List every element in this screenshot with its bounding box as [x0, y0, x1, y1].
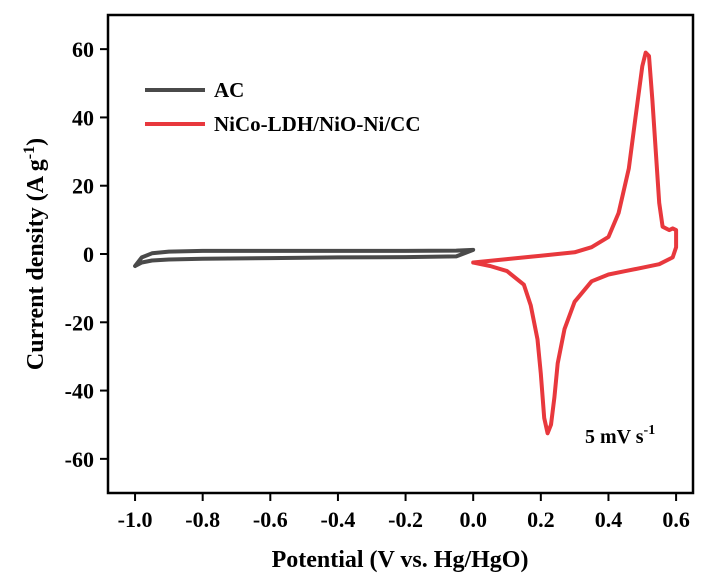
x-tick-label: -0.6	[253, 507, 288, 532]
x-axis-ticks: -1.0 -0.8 -0.6 -0.4 -0.2 0.0 0.2 0.4 0.6	[118, 493, 690, 532]
y-tick-label: -40	[65, 379, 94, 404]
y-axis-title: Current density (A g-1)	[21, 138, 49, 370]
y-tick-label: 60	[72, 37, 94, 62]
y-axis-ticks: -60 -40 -20 0 20 40 60	[65, 37, 108, 472]
legend-label-nico: NiCo-LDH/NiO-Ni/CC	[214, 112, 421, 136]
legend-label-ac: AC	[214, 78, 244, 102]
x-tick-label: 0.6	[662, 507, 690, 532]
scan-rate-exponent: -1	[644, 423, 656, 438]
y-tick-label: -20	[65, 310, 94, 335]
legend: AC NiCo-LDH/NiO-Ni/CC	[145, 78, 421, 136]
scan-rate-annotation: 5 mV s-1	[585, 423, 655, 448]
y-axis-title-exponent: -1	[21, 146, 38, 159]
cv-curves	[133, 50, 679, 436]
y-tick-label: -60	[65, 447, 94, 472]
y-axis-title-end: )	[23, 138, 49, 146]
y-axis-title-main: Current density (A g	[23, 159, 49, 370]
y-tick-label: 20	[72, 174, 94, 199]
series-line-1	[471, 50, 679, 436]
series-line-0	[133, 247, 476, 268]
plot-frame	[106, 13, 695, 495]
x-tick-label: 0.0	[459, 507, 487, 532]
y-tick-label: 40	[72, 105, 94, 130]
x-tick-label: 0.4	[595, 507, 623, 532]
x-tick-label: -1.0	[118, 507, 153, 532]
x-tick-label: -0.2	[388, 507, 423, 532]
x-tick-label: 0.2	[527, 507, 555, 532]
x-axis-title: Potential (V vs. Hg/HgO)	[272, 547, 529, 573]
scan-rate-value: 5 mV s	[585, 426, 644, 448]
x-tick-label: -0.4	[321, 507, 356, 532]
x-tick-label: -0.8	[185, 507, 220, 532]
y-tick-label: 0	[83, 242, 94, 267]
